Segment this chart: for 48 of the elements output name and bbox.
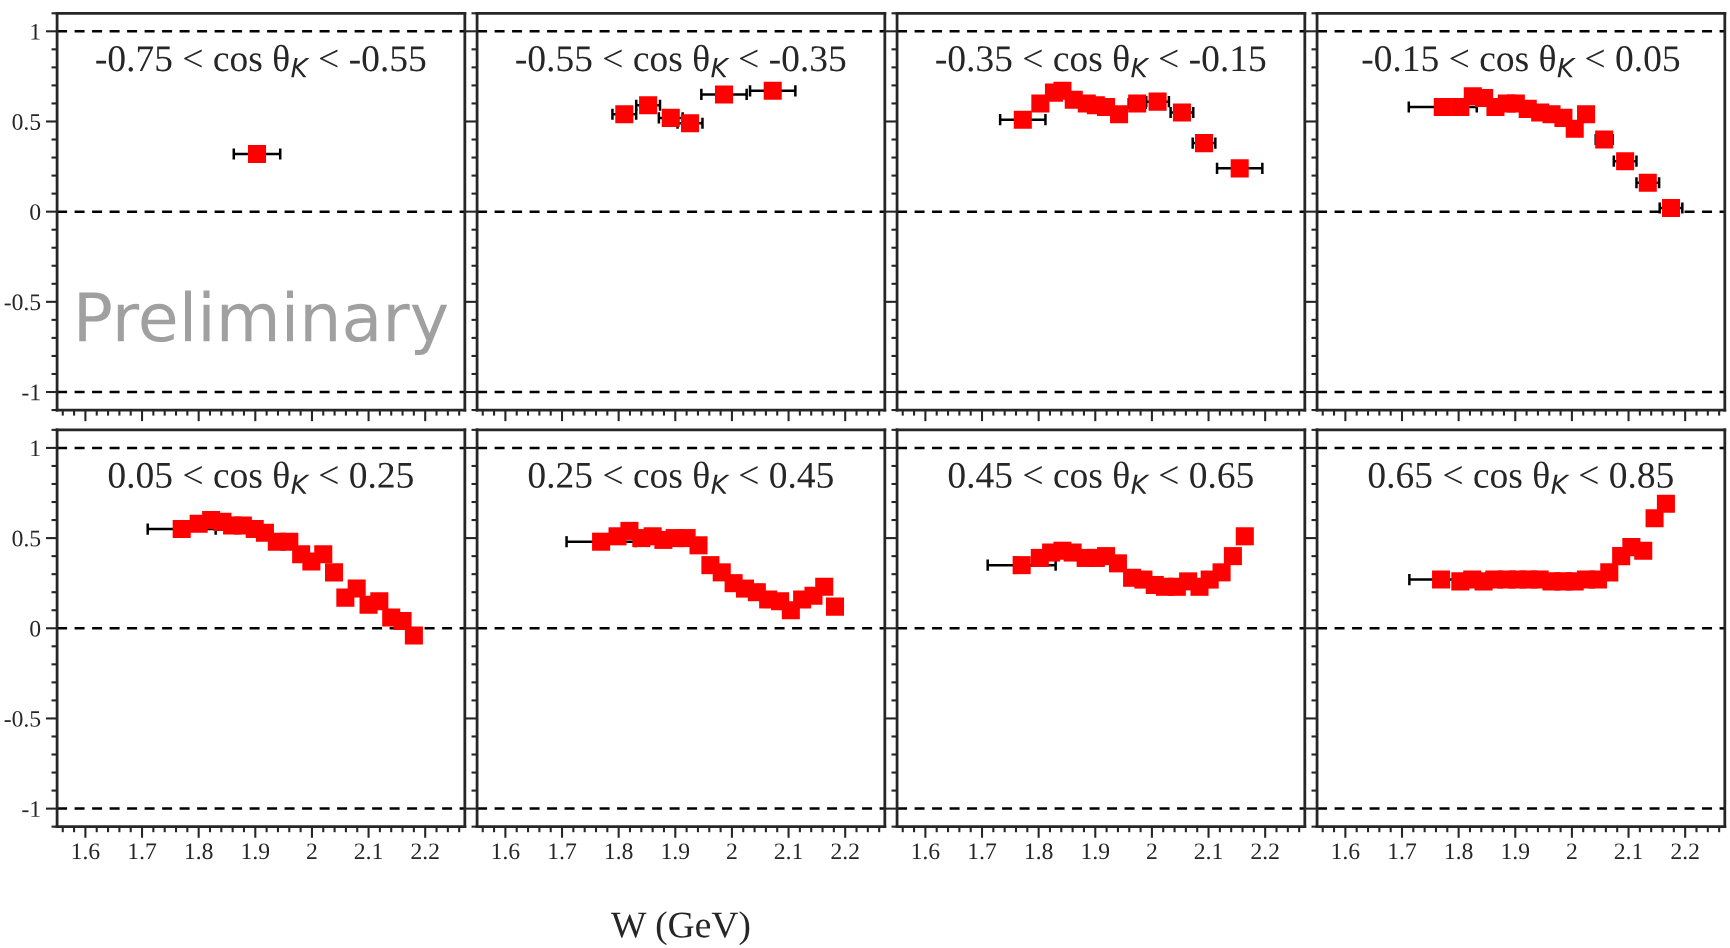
x-tick-label: 2.2: [411, 843, 439, 860]
x-tick-label: 1.6: [912, 843, 940, 860]
x-tick-label: 1.8: [1025, 843, 1053, 860]
x-tick-label: 1.8: [605, 843, 633, 860]
text: 0.05 < cos θ$_{K}$ < 0.25: [108, 461, 413, 494]
x-tick-label: 1.8: [185, 843, 213, 860]
text: 0.65 < cos θ$_{K}$ < 0.85: [1368, 461, 1673, 494]
x-tick-label: 1.6: [492, 843, 520, 860]
text: -0.15 < cos θ$_{K}$ < 0.05: [1362, 44, 1680, 78]
text: 0.45 < cos θ$_{K}$ < 0.65: [948, 461, 1253, 494]
y-tick-label: -1: [22, 801, 40, 817]
x-tick-label: 1.7: [129, 843, 157, 860]
x-tick-label: 1.9: [662, 843, 690, 860]
x-tick-label: 2.1: [1614, 843, 1642, 860]
text: 0.25 < cos θ$_{K}$ < 0.45: [528, 461, 833, 494]
y-tick-label: -0.5: [4, 710, 41, 727]
text: -0.75 < cos θ$_{K}$ < -0.55: [96, 44, 426, 78]
x-tick-label: 2.2: [831, 843, 859, 860]
x-tick-label: 1.8: [1445, 843, 1473, 860]
annotation: Preliminary: [79, 290, 448, 356]
x-tick-label: 2: [307, 843, 317, 860]
y-tick-label: 0.5: [12, 113, 41, 131]
x-axis-title: W (GeV): [611, 911, 750, 946]
y-tick-label: 0: [30, 204, 41, 221]
x-tick-label: 1.9: [1082, 843, 1110, 860]
x-tick-label: 2: [1567, 843, 1577, 860]
x-tick-label: 1.6: [1332, 843, 1360, 860]
x-tick-label: 1.7: [969, 843, 997, 860]
y-tick-label: 1: [31, 23, 40, 40]
x-tick-label: 2.2: [1251, 843, 1279, 860]
x-tick-label: 2.1: [774, 843, 802, 860]
y-tick-label: 1: [31, 440, 40, 457]
x-tick-label: 2: [1147, 843, 1157, 860]
x-tick-label: 1.9: [1502, 843, 1530, 860]
x-tick-label: 1.6: [72, 843, 100, 860]
y-tick-label: -0.5: [4, 294, 41, 311]
y-tick-label: 0.5: [12, 530, 41, 547]
x-tick-label: 2.1: [1194, 843, 1222, 860]
x-tick-label: 1.7: [1389, 843, 1417, 860]
text: -0.35 < cos θ$_{K}$ < -0.15: [936, 44, 1266, 78]
x-tick-label: 2.2: [1671, 843, 1699, 860]
x-tick-label: 2: [727, 843, 737, 860]
y-tick-label: -1: [22, 384, 40, 401]
x-tick-label: 1.7: [549, 843, 577, 860]
x-tick-label: 1.9: [242, 843, 270, 860]
x-tick-label: 2.1: [354, 843, 382, 860]
text: -0.55 < cos θ$_{K}$ < -0.35: [516, 44, 846, 78]
y-tick-label: 0: [30, 620, 41, 637]
